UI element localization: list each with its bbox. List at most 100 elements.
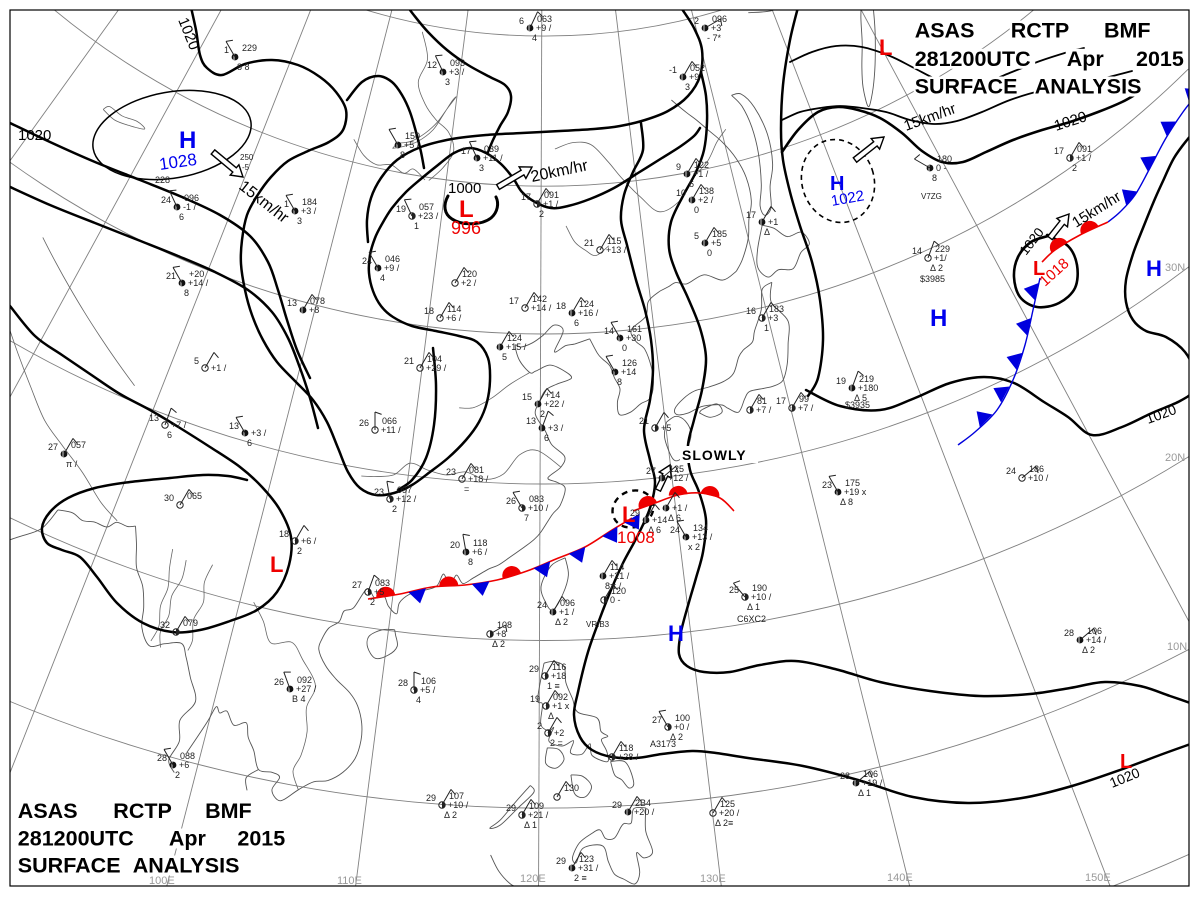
svg-text:+8: +8 — [309, 305, 319, 315]
svg-text:+23 /: +23 / — [418, 211, 439, 221]
svg-text:RCTP: RCTP — [1011, 19, 1070, 43]
svg-text:x 2: x 2 — [688, 542, 700, 552]
svg-text:20: 20 — [450, 540, 460, 550]
svg-text:H: H — [668, 621, 684, 646]
svg-text:+10 /: +10 / — [751, 592, 772, 602]
svg-text:7: 7 — [524, 513, 529, 523]
svg-text:Δ 5: Δ 5 — [854, 393, 867, 403]
svg-text:BMF: BMF — [1104, 19, 1151, 43]
svg-text:130E: 130E — [700, 873, 726, 885]
svg-text:+19 /: +19 / — [862, 778, 883, 788]
svg-text:81: 81 — [757, 396, 767, 406]
svg-text:1: 1 — [414, 221, 419, 231]
svg-text:21: 21 — [166, 271, 176, 281]
svg-text:250: 250 — [240, 153, 254, 162]
svg-text:6: 6 — [689, 179, 694, 189]
svg-text:17: 17 — [521, 192, 531, 202]
svg-text:25: 25 — [729, 585, 739, 595]
svg-text:L: L — [879, 35, 892, 60]
svg-text:+2 /: +2 / — [461, 278, 477, 288]
svg-text:29: 29 — [556, 856, 566, 866]
svg-text:+13 /: +13 / — [606, 245, 627, 255]
svg-text:066: 066 — [382, 416, 397, 426]
svg-text:091: 091 — [1077, 144, 1092, 154]
svg-text:2: 2 — [539, 209, 544, 219]
svg-text:6: 6 — [179, 212, 184, 222]
svg-text:SLOWLY: SLOWLY — [682, 447, 747, 463]
svg-text:ASAS: ASAS — [915, 19, 975, 43]
svg-text:23: 23 — [822, 480, 832, 490]
svg-text:+5: +5 — [661, 423, 671, 433]
svg-text:13: 13 — [149, 413, 159, 423]
svg-text:8: 8 — [617, 377, 622, 387]
svg-text:26: 26 — [506, 496, 516, 506]
svg-text:$3985: $3985 — [920, 274, 945, 284]
svg-text:+3 /: +3 / — [301, 206, 317, 216]
svg-text:108: 108 — [497, 620, 512, 630]
svg-text:SURFACE: SURFACE — [18, 854, 121, 878]
svg-text:+9: +9 — [689, 72, 699, 82]
svg-text:124: 124 — [507, 333, 522, 343]
svg-text:+16 /: +16 / — [578, 308, 599, 318]
svg-text:5: 5 — [502, 352, 507, 362]
svg-text:057: 057 — [419, 202, 434, 212]
svg-text:6: 6 — [574, 318, 579, 328]
svg-text:Δ 8: Δ 8 — [840, 497, 853, 507]
svg-text:+8: +8 — [496, 629, 506, 639]
svg-text:8: 8 — [184, 288, 189, 298]
svg-text:110E: 110E — [337, 875, 362, 887]
svg-text:+6 /: +6 / — [446, 313, 462, 323]
svg-text:106: 106 — [421, 676, 436, 686]
svg-text:1020: 1020 — [18, 127, 51, 144]
svg-text:140E: 140E — [887, 872, 913, 884]
svg-text:3: 3 — [445, 77, 450, 87]
svg-text:+14 /: +14 / — [531, 303, 552, 313]
svg-text:+30: +30 — [626, 333, 641, 343]
svg-text:150: 150 — [405, 131, 420, 141]
svg-text:18: 18 — [424, 306, 434, 316]
svg-text:- 7*: - 7* — [707, 33, 722, 43]
svg-text:23: 23 — [446, 467, 456, 477]
svg-text:+3: +3 — [711, 23, 721, 33]
svg-text:052: 052 — [690, 63, 705, 73]
svg-text:+12 /: +12 / — [396, 494, 417, 504]
svg-text:6: 6 — [247, 438, 252, 448]
svg-text:+14: +14 — [652, 515, 667, 525]
svg-text:Δ 1: Δ 1 — [747, 602, 760, 612]
svg-text:190: 190 — [752, 583, 767, 593]
svg-text:281200UTC: 281200UTC — [915, 47, 1031, 71]
svg-text:30N: 30N — [1165, 262, 1185, 274]
svg-text:+14 /: +14 / — [188, 278, 209, 288]
svg-text:Δ: Δ — [548, 711, 554, 721]
svg-text:16: 16 — [746, 306, 756, 316]
svg-text:Δ 2: Δ 2 — [444, 810, 457, 820]
svg-text:19: 19 — [836, 376, 846, 386]
svg-text:8: 8 — [400, 150, 405, 160]
svg-text:+10 /: +10 / — [1028, 473, 1049, 483]
svg-text:π /: π / — [66, 459, 78, 469]
svg-text:0: 0 — [707, 248, 712, 258]
svg-text:120: 120 — [611, 586, 626, 596]
svg-text:+11 /: +11 / — [381, 425, 401, 435]
svg-text:27: 27 — [48, 442, 58, 452]
svg-text:+29 /: +29 / — [426, 363, 447, 373]
svg-text:123: 123 — [579, 854, 594, 864]
svg-text:125: 125 — [669, 464, 684, 474]
svg-text:+180: +180 — [858, 383, 878, 393]
svg-text:096: 096 — [184, 193, 199, 203]
svg-text:8 8: 8 8 — [237, 62, 250, 72]
svg-text:+1 x: +1 x — [552, 701, 570, 711]
svg-text:29: 29 — [426, 793, 436, 803]
svg-text:RCTP: RCTP — [113, 799, 172, 823]
svg-text:27: 27 — [652, 715, 662, 725]
svg-text:8π /: 8π / — [605, 581, 622, 591]
svg-text:Apr: Apr — [1067, 47, 1105, 71]
svg-text:2: 2 — [392, 504, 397, 514]
svg-text:126: 126 — [622, 358, 637, 368]
svg-text:21: 21 — [639, 416, 649, 426]
svg-text:4: 4 — [532, 33, 537, 43]
svg-text:2: 2 — [540, 409, 545, 419]
svg-text:083: 083 — [375, 578, 390, 588]
svg-text:L: L — [622, 502, 635, 527]
svg-text:Δ 2: Δ 2 — [555, 617, 568, 627]
